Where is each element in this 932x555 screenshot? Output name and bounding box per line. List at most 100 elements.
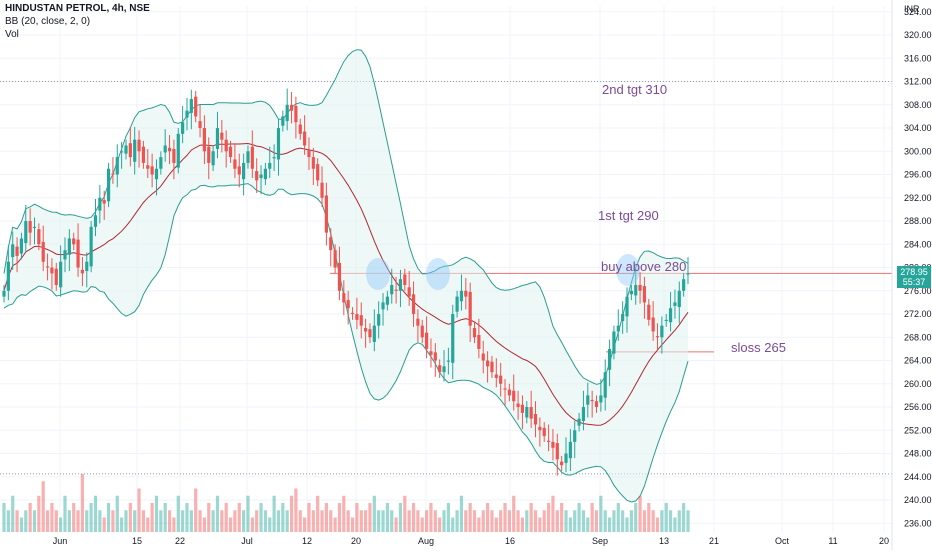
candle: [668, 291, 673, 332]
volume-bar: [647, 503, 651, 532]
volume-bar: [660, 510, 664, 532]
candle-body: [67, 238, 71, 255]
candle-body: [141, 146, 146, 163]
volume-bar: [546, 503, 551, 532]
candle: [76, 223, 80, 277]
candle-body: [150, 166, 154, 175]
volume-bar: [581, 510, 586, 532]
candle: [124, 139, 128, 160]
x-tick-label: Sep: [592, 536, 608, 546]
candle: [268, 146, 272, 179]
x-tick-label: 20: [351, 536, 361, 546]
candle-body: [638, 284, 642, 291]
y-tick-label: 264.00: [904, 356, 932, 366]
candle-body: [124, 145, 128, 154]
volume-bar: [433, 510, 437, 532]
volume-bar: [577, 503, 581, 532]
candle: [642, 276, 647, 319]
volume-bar: [276, 510, 281, 532]
annotation-text: buy above 280: [601, 259, 686, 274]
candle-body: [364, 327, 368, 332]
volume-bar: [250, 517, 254, 532]
volume-bar: [172, 517, 176, 532]
candle: [324, 182, 328, 246]
candle: [398, 269, 403, 308]
candle: [85, 252, 89, 288]
candle-body: [607, 348, 612, 370]
candle: [490, 355, 494, 378]
highlight-marker: [616, 254, 640, 286]
candle-body: [28, 221, 32, 233]
volume-bar: [568, 517, 572, 532]
volume-bar: [111, 510, 115, 532]
y-tick-label: 260.00: [904, 379, 932, 389]
last-price: 278.95: [900, 267, 928, 277]
volume-bar: [224, 503, 228, 532]
candle: [499, 362, 503, 397]
candle: [242, 153, 246, 196]
candle: [167, 135, 172, 165]
candle-body: [272, 157, 276, 159]
candle-body: [167, 147, 172, 152]
candle-body: [403, 274, 407, 285]
volume-bar: [442, 510, 446, 532]
candle-body: [198, 121, 202, 129]
candle-body: [6, 261, 10, 291]
candle: [429, 338, 433, 368]
candle: [525, 401, 529, 424]
candle: [63, 237, 67, 273]
candle-body: [451, 314, 455, 363]
volume-bar: [394, 517, 398, 532]
candle-body: [390, 284, 394, 295]
volume-bar: [529, 503, 533, 532]
x-tick-label: 22: [175, 536, 185, 546]
volume-label[interactable]: Vol: [5, 29, 19, 40]
currency-label[interactable]: INR: [904, 4, 920, 14]
candle-body: [564, 453, 568, 463]
candle-body: [224, 139, 228, 152]
candle: [272, 144, 276, 172]
candle-body: [63, 250, 67, 260]
candle-body: [263, 168, 268, 180]
volume-bar: [481, 510, 485, 532]
volume-bar: [438, 517, 442, 532]
volume-bar: [32, 510, 37, 532]
candle-body: [41, 241, 45, 262]
volume-bar: [2, 503, 6, 532]
candle-body: [481, 353, 485, 361]
volume-bar: [93, 495, 98, 532]
candle-body: [207, 146, 211, 163]
y-tick-label: 312.00: [904, 77, 932, 87]
candle: [259, 165, 263, 195]
candle: [594, 395, 599, 413]
volume-bar: [311, 510, 315, 532]
candle-body: [120, 151, 124, 153]
candle: [24, 204, 28, 253]
volume-bar: [612, 510, 616, 532]
candle-body: [682, 279, 686, 291]
candle: [660, 316, 664, 354]
volume-bar: [673, 517, 677, 532]
candle-body: [316, 164, 320, 181]
candle: [481, 340, 485, 374]
candle: [494, 358, 498, 388]
candle: [568, 429, 572, 471]
candle: [616, 309, 620, 341]
highlight-marker: [426, 258, 450, 290]
candle-body: [429, 351, 433, 355]
candle-body: [303, 131, 307, 146]
x-tick-label: Jun: [53, 536, 68, 546]
candle: [111, 157, 115, 184]
candle: [442, 350, 446, 382]
candle-body: [520, 404, 525, 413]
volume-bar: [189, 510, 193, 532]
candle: [176, 128, 180, 174]
candle-body: [159, 157, 163, 169]
indicator-label[interactable]: BB (20, close, 2, 0): [5, 16, 91, 27]
candle-body: [533, 414, 538, 425]
candle-body: [507, 389, 511, 396]
candle-body: [586, 395, 590, 405]
volume-bar: [76, 510, 80, 532]
candle-body: [45, 266, 50, 268]
candle: [385, 290, 389, 311]
